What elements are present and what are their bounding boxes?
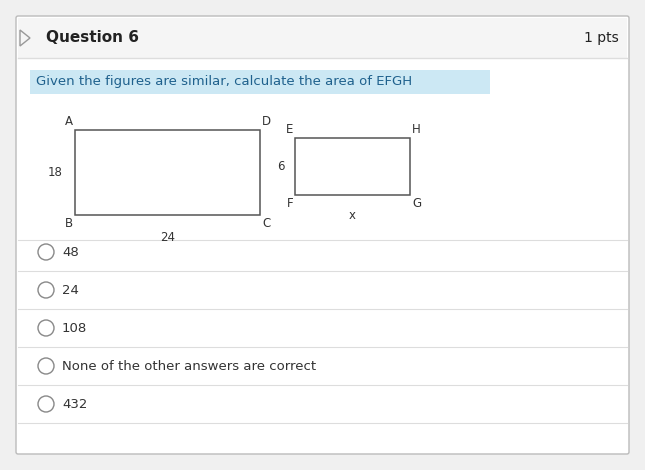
Text: 6: 6	[277, 160, 285, 173]
Text: x: x	[349, 209, 356, 222]
Text: C: C	[262, 217, 270, 230]
Text: B: B	[65, 217, 73, 230]
Text: Question 6: Question 6	[46, 31, 139, 46]
Text: 108: 108	[62, 321, 87, 335]
Text: E: E	[286, 123, 293, 136]
Text: 18: 18	[48, 166, 63, 179]
Text: F: F	[286, 197, 293, 210]
Text: A: A	[65, 115, 73, 128]
Text: 48: 48	[62, 245, 79, 258]
Bar	[18, 18, 627, 58]
Text: None of the other answers are correct: None of the other answers are correct	[62, 360, 316, 373]
Text: G: G	[412, 197, 421, 210]
Text: 24: 24	[160, 231, 175, 244]
Text: 24: 24	[62, 283, 79, 297]
Text: D: D	[262, 115, 271, 128]
Bar	[295, 138, 410, 195]
Text: 432: 432	[62, 398, 87, 410]
Text: H: H	[412, 123, 421, 136]
Text: 1 pts: 1 pts	[584, 31, 619, 45]
FancyBboxPatch shape	[16, 16, 629, 454]
Text: Given the figures are similar, calculate the area of EFGH: Given the figures are similar, calculate…	[36, 76, 412, 88]
Bar	[75, 130, 260, 215]
Bar	[30, 70, 490, 94]
